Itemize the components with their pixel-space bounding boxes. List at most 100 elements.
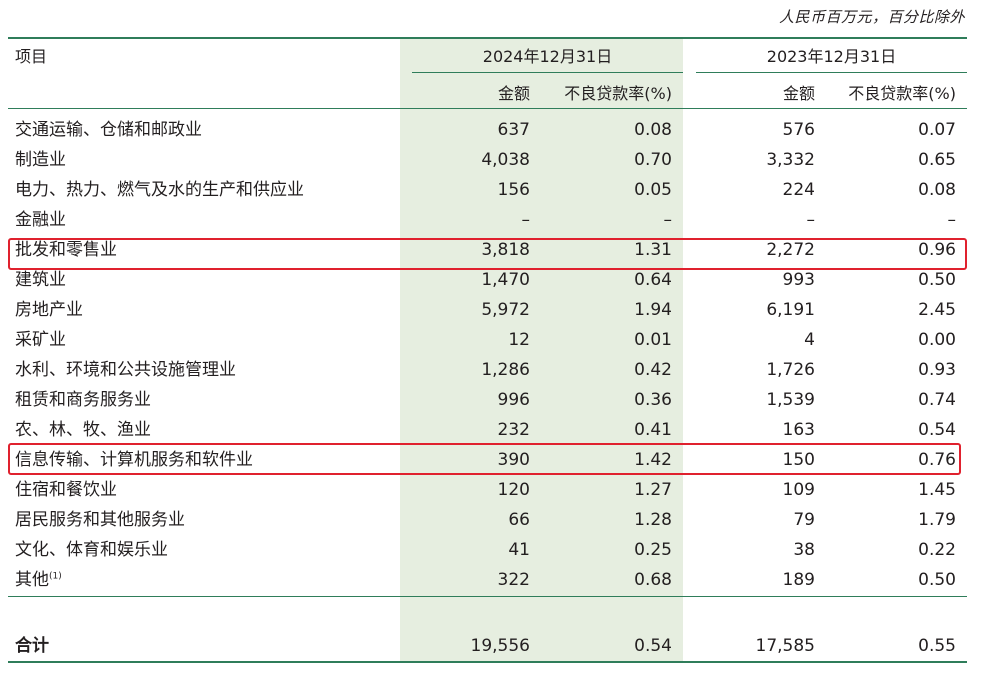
npl-2023: 0.07 [918,120,956,140]
subtotal-rule [8,596,967,597]
npl-2024: 0.08 [634,120,672,140]
amount-2024: 66 [508,510,530,530]
npl-2024: 0.70 [634,150,672,170]
amount-2024: 120 [497,480,530,500]
npl-2024: 0.01 [634,330,672,350]
total-label: 合计 [15,636,49,656]
npl-2023: 0.93 [918,360,956,380]
amount-2023: 1,539 [766,390,815,410]
highlight-box-information-technology [8,443,961,475]
amount-2024: 637 [497,120,530,140]
npl-2023: 0.76 [918,450,956,470]
npl-2024: 1.27 [634,480,672,500]
highlight-box-wholesale-retail [8,238,967,270]
row-label: 信息传输、计算机服务和软件业 [15,450,253,470]
row-label: 交通运输、仓储和邮政业 [15,120,202,140]
amount-2024: 4,038 [481,150,530,170]
amount-2023: 109 [782,480,815,500]
header-period-2023: 2023年12月31日 [766,47,897,66]
npl-2024: 0.36 [634,390,672,410]
npl-2023: 2.45 [918,300,956,320]
row-label: 批发和零售业 [15,240,117,260]
npl-2024: – [663,210,673,230]
npl-2024: 0.64 [634,270,672,290]
row-label-text: 其他 [15,570,49,590]
row-label: 住宿和餐饮业 [15,480,117,500]
npl-2023: 0.08 [918,180,956,200]
amount-2023: 993 [782,270,815,290]
row-label: 金融业 [15,210,66,230]
amount-2024: 996 [497,390,530,410]
amount-2024: 1,470 [481,270,530,290]
unit-note: 人民币百万元，百分比除外 [778,8,965,26]
total-npl-2023: 0.55 [918,636,956,656]
amount-2023: 6,191 [766,300,815,320]
total-amount-2023: 17,585 [755,636,815,656]
amount-2023: 163 [782,420,815,440]
amount-2023: 576 [782,120,815,140]
row-label: 建筑业 [15,270,66,290]
amount-2023: – [806,210,816,230]
amount-2023: 150 [782,450,815,470]
amount-2024: 3,818 [481,240,530,260]
npl-2024: 1.94 [634,300,672,320]
footnote-marker: (1) [49,571,62,582]
amount-2023: 189 [782,570,815,590]
total-npl-2024: 0.54 [634,636,672,656]
amount-2024: 232 [497,420,530,440]
amount-2024: 1,286 [481,360,530,380]
npl-2024: 1.31 [634,240,672,260]
npl-2024: 0.68 [634,570,672,590]
npl-2023: 0.50 [918,270,956,290]
npl-2023: 1.79 [918,510,956,530]
header-bottom-rule [8,108,967,109]
npl-2024: 0.05 [634,180,672,200]
row-label: 租赁和商务服务业 [15,390,151,410]
row-label: 水利、环境和公共设施管理业 [15,360,236,380]
column-shading-2024 [400,38,683,663]
header-amount-2024: 金额 [497,84,530,103]
header-npl-2024: 不良贷款率(%) [564,84,672,103]
amount-2023: 38 [793,540,815,560]
row-label: 采矿业 [15,330,66,350]
bottom-rule [8,661,967,663]
npl-2024: 1.28 [634,510,672,530]
amount-2023: 3,332 [766,150,815,170]
npl-2023: 1.45 [918,480,956,500]
top-rule [8,37,967,39]
row-label: 农、林、牧、渔业 [15,420,151,440]
amount-2024: 5,972 [481,300,530,320]
amount-2023: 224 [782,180,815,200]
npl-2024: 1.42 [634,450,672,470]
amount-2023: 79 [793,510,815,530]
period-2024-underline [412,72,683,73]
amount-2024: 156 [497,180,530,200]
row-label: 房地产业 [15,300,83,320]
header-amount-2023: 金额 [782,84,815,103]
npl-2024: 0.42 [634,360,672,380]
amount-2024: – [521,210,531,230]
total-amount-2024: 19,556 [470,636,530,656]
npl-2023: – [947,210,957,230]
npl-2023: 0.54 [918,420,956,440]
row-label: 电力、热力、燃气及水的生产和供应业 [15,180,304,200]
amount-2023: 4 [804,330,815,350]
header-period-2024: 2024年12月31日 [482,47,613,66]
amount-2023: 1,726 [766,360,815,380]
npl-2023: 0.50 [918,570,956,590]
header-npl-2023: 不良贷款率(%) [848,84,956,103]
npl-2024: 0.41 [634,420,672,440]
npl-2024: 0.25 [634,540,672,560]
amount-2024: 41 [508,540,530,560]
npl-2023: 0.65 [918,150,956,170]
row-label: 其他(1) [15,570,62,590]
amount-2024: 322 [497,570,530,590]
amount-2024: 12 [508,330,530,350]
npl-2023: 0.22 [918,540,956,560]
row-label: 制造业 [15,150,66,170]
header-item: 项目 [15,47,48,66]
npl-2023: 0.96 [918,240,956,260]
npl-2023: 0.74 [918,390,956,410]
row-label: 文化、体育和娱乐业 [15,540,168,560]
npl-2023: 0.00 [918,330,956,350]
